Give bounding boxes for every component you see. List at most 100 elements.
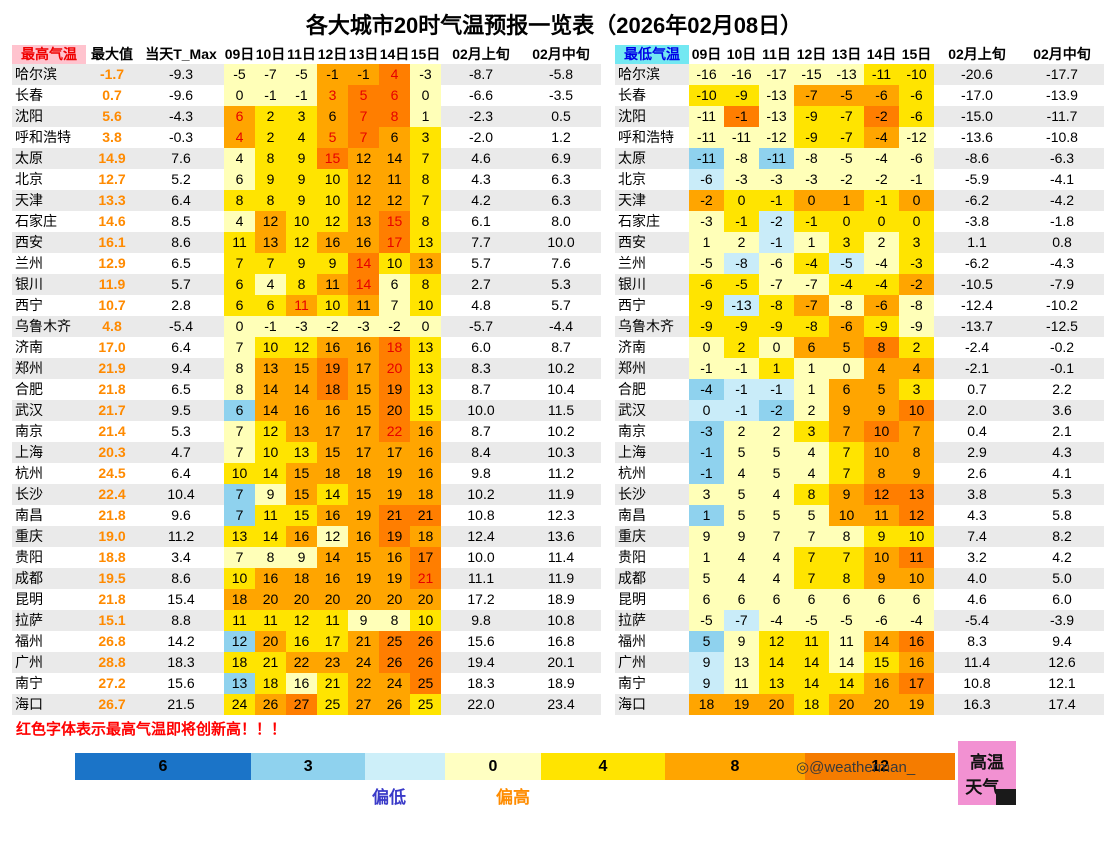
day-temp-cell: -7 [724,610,759,631]
day-temp-cell: 17 [379,232,410,253]
day-temp-cell: 11 [899,547,934,568]
city-name: 贵阳 [618,549,646,565]
day-temp-cell: 14 [379,148,410,169]
early-feb-normal: 1.1 [967,234,987,250]
table-row: 成都 5 4 4 7 8 9 10 4.0 5.0 [615,568,1104,589]
day-temp-cell: 21 [379,505,410,526]
early-feb-normal: 4.3 [471,171,491,187]
today-tmax-value: 7.6 [171,150,191,166]
today-tmax-value: 9.6 [171,507,191,523]
day-temp-cell: 15 [317,148,348,169]
table-row: 呼和浩特 -11 -11 -12 -9 -7 -4 -12 -13.6 -10.8 [615,127,1104,148]
city-name: 济南 [618,339,646,355]
day-temp-cell: -1 [794,211,829,232]
table-row: 郑州 -1 -1 1 1 0 4 4 -2.1 -0.1 [615,358,1104,379]
day-temp-cell: 4 [864,358,899,379]
day-temp-cell: -4 [899,610,934,631]
column-header: 11日 [762,46,791,62]
day-temp-cell: 8 [864,337,899,358]
day-temp-cell: 13 [410,337,441,358]
day-temp-cell: -1 [689,463,724,484]
day-temp-cell: -5 [829,85,864,106]
day-temp-cell: -1 [348,64,379,85]
early-feb-normal: -5.7 [468,318,494,334]
day-temp-cell: 7 [224,337,255,358]
table-row: 贵阳 1 4 4 7 7 10 11 3.2 4.2 [615,547,1104,568]
table-row: 西宁 -9 -13 -8 -7 -8 -6 -8 -12.4 -10.2 [615,295,1104,316]
city-name: 兰州 [15,255,43,271]
day-temp-cell: 0 [224,316,255,337]
day-temp-cell: 5 [724,505,759,526]
day-temp-cell: 16 [899,652,934,673]
city-name: 福州 [15,633,43,649]
day-temp-cell: 26 [410,631,441,652]
day-temp-cell: 20 [379,589,410,610]
mid-feb-normal: 12.6 [1048,654,1076,670]
city-name: 西安 [618,234,646,250]
day-temp-cell: 5 [689,568,724,589]
day-temp-cell: -1 [286,85,317,106]
column-header: 13日 [348,46,379,62]
day-temp-cell: 8 [794,484,829,505]
day-temp-cell: 10 [255,337,286,358]
mid-feb-normal: -7.9 [1049,276,1075,292]
day-temp-cell: -1 [317,64,348,85]
observed-max-value: 16.1 [98,234,126,250]
day-temp-cell: 18 [255,673,286,694]
day-temp-cell: 19 [348,568,379,589]
city-name: 长春 [15,87,43,103]
day-temp-cell: -3 [759,169,794,190]
day-temp-cell: -5 [794,610,829,631]
day-temp-cell: 4 [224,127,255,148]
day-temp-cell: 15 [348,484,379,505]
day-temp-cell: -7 [794,295,829,316]
day-temp-cell: 2 [255,106,286,127]
day-temp-cell: 19 [379,484,410,505]
city-name: 成都 [15,570,43,586]
table-row: 长沙 3 5 4 8 9 12 13 3.8 5.3 [615,484,1104,505]
day-temp-cell: 0 [410,85,441,106]
city-name: 南昌 [15,507,43,523]
today-tmax-value: 21.5 [167,696,195,712]
today-tmax-value: -0.3 [168,129,194,145]
day-temp-cell: 8 [864,463,899,484]
city-name: 石家庄 [15,213,57,229]
mid-feb-normal: -0.2 [1049,339,1075,355]
day-temp-cell: 0 [829,358,864,379]
early-feb-normal: 9.8 [471,612,491,628]
day-temp-cell: 1 [794,358,829,379]
day-temp-cell: -4 [794,253,829,274]
day-temp-cell: 11 [255,505,286,526]
day-temp-cell: 18 [794,694,829,715]
city-name: 天津 [15,192,43,208]
mid-feb-normal: 4.3 [1052,444,1072,460]
day-temp-cell: -13 [759,106,794,127]
day-temp-cell: 13 [410,232,441,253]
day-temp-cell: 7 [224,505,255,526]
day-temp-cell: 13 [724,652,759,673]
city-name: 北京 [618,171,646,187]
day-temp-cell: 4 [379,64,410,85]
day-temp-cell: 21 [255,652,286,673]
day-temp-cell: 12 [899,505,934,526]
city-name: 北京 [15,171,43,187]
day-temp-cell: 24 [224,694,255,715]
day-temp-cell: -13 [759,85,794,106]
day-temp-cell: 20 [379,400,410,421]
day-temp-cell: 23 [317,652,348,673]
day-temp-cell: 5 [317,127,348,148]
day-temp-cell: -11 [759,148,794,169]
day-temp-cell: 6 [794,337,829,358]
day-temp-cell: 3 [794,421,829,442]
day-temp-cell: 9 [864,568,899,589]
day-temp-cell: 10 [410,295,441,316]
day-temp-cell: 9 [286,253,317,274]
observed-max-value: 10.7 [98,297,126,313]
early-feb-normal: 7.4 [967,528,987,544]
day-temp-cell: 18 [317,463,348,484]
day-temp-cell: 9 [286,169,317,190]
day-temp-cell: 19 [899,694,934,715]
day-temp-cell: -9 [864,316,899,337]
mid-feb-normal: 7.6 [551,255,571,271]
min-header-row: 最低气温 09日 10日 11日 12日 13日 14日 15日 02月上旬 02月中旬 [615,45,1104,64]
